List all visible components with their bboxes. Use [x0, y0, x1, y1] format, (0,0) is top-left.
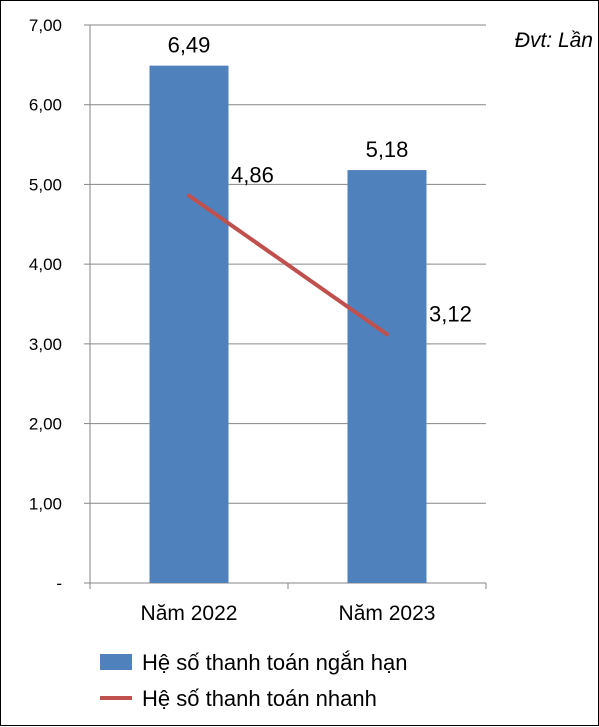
bar-data-label: 5,18: [366, 137, 409, 162]
y-tick-label: 1,00: [29, 494, 62, 513]
line-series-path: [187, 193, 389, 337]
bar: [347, 170, 427, 583]
y-tick-label: 4,00: [29, 255, 62, 274]
y-tick-label: 7,00: [29, 16, 62, 35]
y-tick-label: 2,00: [29, 415, 62, 434]
legend-bar-swatch: [100, 654, 132, 670]
line-data-label: 3,12: [429, 301, 472, 326]
unit-note: Đvt: Lần: [515, 29, 593, 52]
bar: [149, 65, 229, 583]
x-category-label: Năm 2023: [339, 602, 436, 625]
bar-data-label: 6,49: [168, 33, 211, 58]
y-tick-label: -: [56, 574, 62, 593]
y-tick-label: 5,00: [29, 175, 62, 194]
y-tick-label: 6,00: [29, 96, 62, 115]
legend-bar-label: Hệ số thanh toán ngắn hạn: [142, 650, 407, 675]
x-category-label: Năm 2022: [141, 602, 238, 625]
line-data-label: 4,86: [231, 163, 274, 188]
legend-line-label: Hệ số thanh toán nhanh: [142, 686, 377, 711]
y-tick-label: 3,00: [29, 335, 62, 354]
